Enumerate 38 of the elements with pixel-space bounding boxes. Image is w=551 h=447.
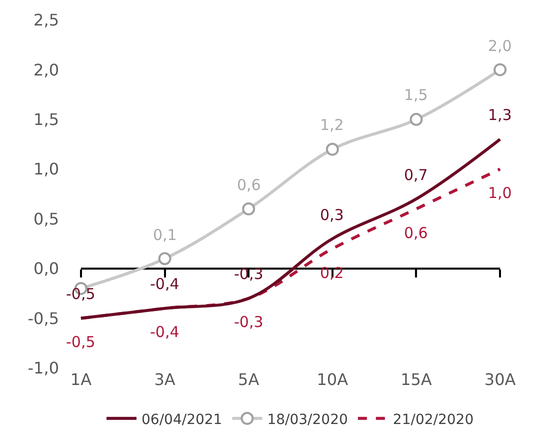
data-label: 0,7 xyxy=(404,166,428,184)
legend-label: 21/02/2020 xyxy=(392,412,474,428)
point xyxy=(242,202,256,216)
data-label: 0,6 xyxy=(404,224,428,242)
y-tick-label: 0,0 xyxy=(34,259,59,278)
x-tick-label: 10A xyxy=(316,370,348,389)
point xyxy=(494,63,507,76)
y-tick-label: 1,0 xyxy=(34,160,59,179)
point xyxy=(326,142,339,156)
data-label: -0,4 xyxy=(150,323,180,341)
y-tick-label: 1,5 xyxy=(34,110,59,130)
data-label: -0,5 xyxy=(66,333,96,351)
x-tick-label: 3A xyxy=(154,370,176,389)
data-label: 0,3 xyxy=(320,206,344,224)
x-tick-label: 1A xyxy=(70,370,92,389)
data-label: -0,4 xyxy=(150,275,180,293)
data-label: 0,6 xyxy=(237,176,261,194)
y-tick-label: -1,0 xyxy=(28,358,59,378)
y-tick-label: 2,0 xyxy=(34,60,59,80)
y-tick-label: 0,5 xyxy=(34,209,59,228)
data-label: 1,5 xyxy=(404,86,428,104)
y-tick-label: -0,5 xyxy=(28,308,59,328)
legend-label: 18/03/2020 xyxy=(267,412,348,428)
data-label: 1,0 xyxy=(488,184,512,202)
data-label: 1,3 xyxy=(488,106,512,124)
y-tick-label: 2,5 xyxy=(34,10,59,30)
x-tick-label: 5A xyxy=(238,370,260,389)
data-label: 0,1 xyxy=(153,226,177,244)
data-label: -0,5 xyxy=(66,285,96,303)
data-label: 2,0 xyxy=(488,37,512,55)
data-label: -0,3 xyxy=(234,313,264,331)
x-tick-label: 15A xyxy=(400,370,432,389)
legend-label: 06/04/2021 xyxy=(142,412,222,428)
point xyxy=(410,112,423,126)
data-label: -0,3 xyxy=(234,265,264,283)
x-tick-label: 30A xyxy=(484,370,516,389)
point xyxy=(158,252,172,266)
data-label: 1,2 xyxy=(320,116,344,134)
